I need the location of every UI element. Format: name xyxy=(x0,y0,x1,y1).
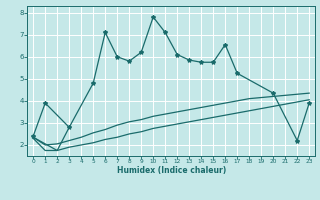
X-axis label: Humidex (Indice chaleur): Humidex (Indice chaleur) xyxy=(116,166,226,175)
